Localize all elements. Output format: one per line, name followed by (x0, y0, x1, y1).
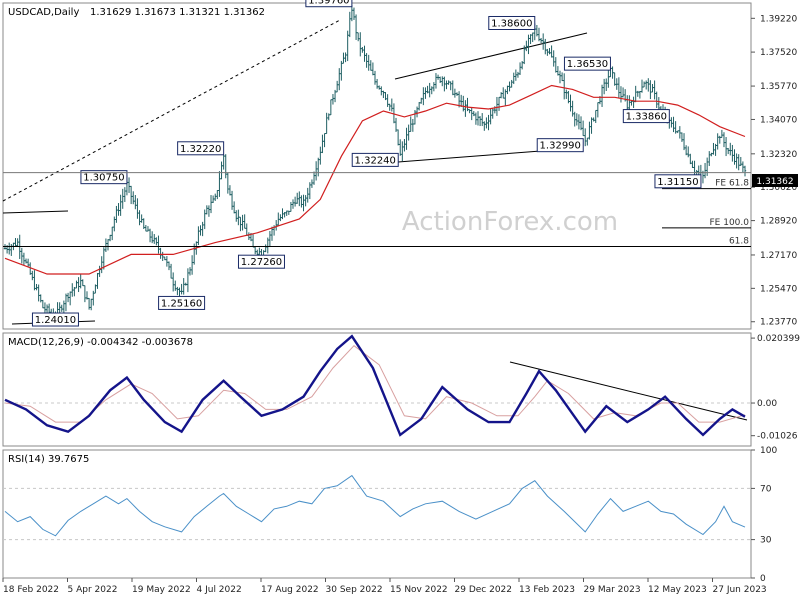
macd-axis-label: 0.020399 (757, 334, 800, 344)
watermark: ActionForex.com (402, 207, 618, 237)
price-axis-label: 1.28920 (760, 217, 797, 227)
rsi-panel-title: RSI(14) 39.7675 (8, 454, 89, 465)
macd-axis-label: -0.01026 (757, 432, 798, 442)
rsi-axis-label: 30 (760, 536, 772, 546)
price-annotation-box (237, 254, 285, 269)
price-annotation-label: 1.25160 (161, 298, 202, 309)
x-axis-label: 15 Nov 2022 (390, 585, 448, 595)
rsi-axis-label: 70 (760, 484, 772, 494)
price-annotation-label: 1.27260 (241, 257, 282, 268)
x-axis-label: 18 Feb 2022 (3, 585, 59, 595)
price-axis-label: 1.25470 (760, 284, 797, 294)
price-annotation-box (158, 295, 206, 310)
price-annotation-box (488, 15, 536, 30)
rsi-axis: 100 70 30 0 (3, 446, 777, 584)
x-axis-label: 27 Jun 2023 (713, 585, 767, 595)
price-annotation-box (654, 174, 702, 189)
macd-axis: 0.020399 0.00 -0.01026 (3, 334, 800, 442)
price-annotation-label: 1.32990 (540, 141, 581, 152)
price-axis-label: 1.35770 (760, 82, 797, 92)
price-axis: 1.39220 1.37520 1.35770 1.34070 1.32320 1.306… (751, 14, 797, 328)
x-axis-label: 13 Feb 2023 (519, 585, 575, 595)
rsi-axis-label: 100 (760, 446, 777, 456)
x-axis-label: 29 Dec 2022 (455, 585, 513, 595)
fibonacci-levels: FE 61.8 FE 100.0 61.8 (3, 179, 751, 248)
current-price-tag (752, 174, 798, 187)
macd-signal-line (4, 345, 746, 423)
dotted-trend-line (2, 19, 341, 202)
price-annotation-label: 1.24010 (35, 315, 76, 326)
price-annotation-box (351, 152, 399, 167)
price-annotation-label: 1.39760 (308, 0, 349, 7)
price-annotation-box (563, 56, 611, 71)
price-annotation-box (536, 138, 584, 153)
price-axis-label: 1.39220 (760, 14, 797, 24)
current-price-tag-text: 1.31362 (756, 177, 793, 187)
x-axis-label: 4 Jul 2022 (197, 585, 242, 595)
macd-trend-line (509, 361, 748, 421)
upper-channel-line (394, 32, 588, 80)
price-annotation-label: 1.36530 (567, 59, 608, 70)
x-axis-label: 5 Apr 2022 (68, 585, 118, 595)
rsi-axis-label: 0 (760, 574, 766, 584)
rsi-line (4, 474, 746, 537)
x-axis-label: 19 May 2022 (132, 585, 191, 595)
price-annotation-box (31, 312, 79, 327)
x-axis-label: 12 May 2023 (648, 585, 707, 595)
price-annotation-label: 1.33860 (626, 112, 667, 123)
price-panel-symbol: USDCAD,Daily (8, 7, 79, 18)
fib-level-label: 61.8 (729, 237, 749, 247)
price-panel-ohlc: 1.31629 1.31673 1.31321 1.31362 (90, 7, 265, 18)
price-axis-label: 1.23770 (760, 318, 797, 328)
price-annotation-label: 1.30750 (83, 173, 124, 184)
fib-level-label: FE 61.8 (715, 179, 749, 189)
x-axis-label: 17 Aug 2022 (261, 585, 319, 595)
macd-axis-label: 0.00 (757, 399, 777, 409)
macd-panel-frame (2, 332, 752, 447)
price-annotation-box (80, 170, 128, 185)
price-annotation-label: 1.38600 (491, 18, 532, 29)
price-axis-label: 1.27170 (760, 251, 797, 261)
price-axis-label: 1.37520 (760, 48, 797, 58)
x-axis-label: 29 Mar 2023 (584, 585, 641, 595)
price-annotation-label: 1.32240 (355, 155, 396, 166)
price-annotation-label: 1.32220 (180, 144, 221, 155)
price-axis-label: 1.32320 (760, 150, 797, 160)
macd-line (4, 334, 746, 437)
macd-panel-title: MACD(12,26,9) -0.004342 -0.003678 (8, 337, 193, 348)
price-annotation-box (177, 141, 225, 156)
price-axis-label: 1.34070 (760, 115, 797, 125)
price-annotation-box (305, 0, 353, 8)
price-annotations: 1.39760 1.38600 1.36530 1.33860 1.32990 1.322… (31, 0, 702, 327)
price-bars (3, 4, 747, 326)
price-annotation-box (622, 109, 670, 124)
left-resistance-line (2, 210, 69, 214)
x-axis: 18 Feb 2022 5 Apr 2022 19 May 2022 4 Jul 20… (2, 578, 767, 595)
rsi-panel-frame (2, 449, 752, 579)
price-annotation-label: 1.31150 (657, 177, 698, 188)
fib-level-label: FE 100.0 (710, 218, 750, 228)
x-axis-label: 30 Sep 2022 (326, 585, 383, 595)
price-axis-label: 1.30620 (760, 183, 797, 193)
